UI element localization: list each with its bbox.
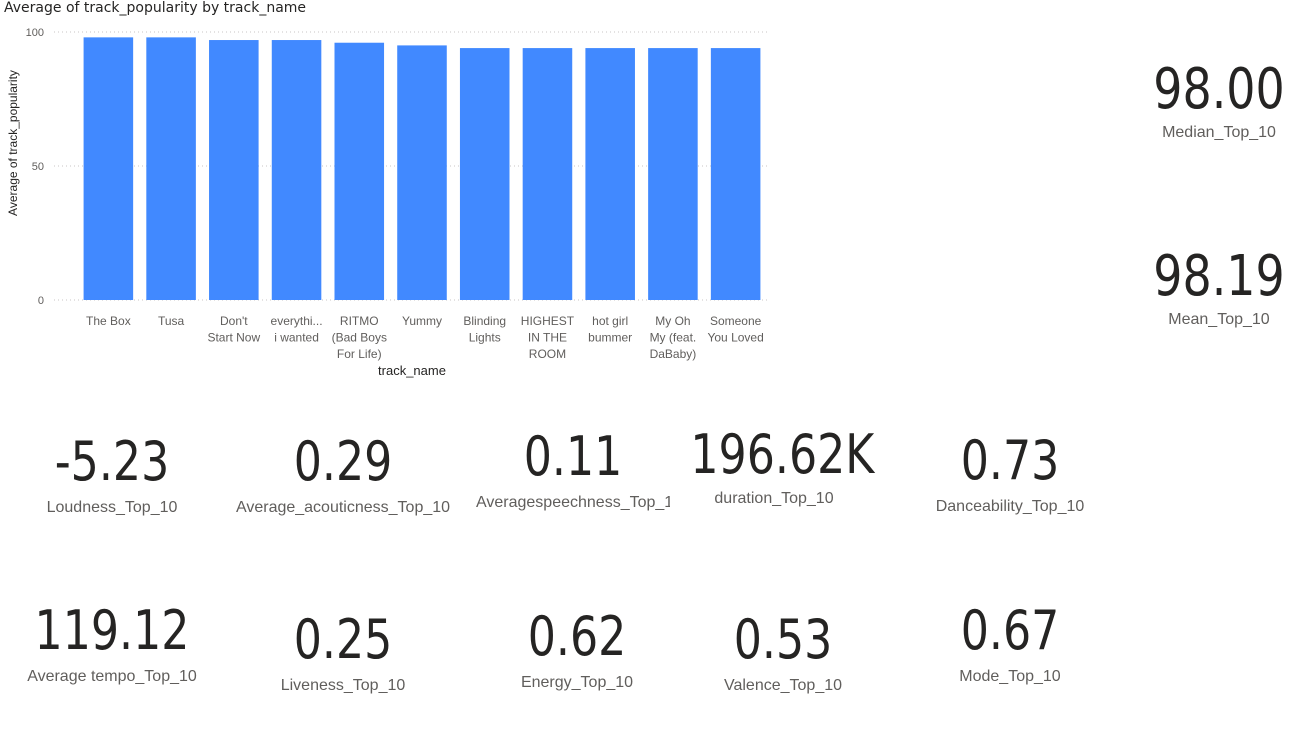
duration-label: duration_Top_10 — [714, 490, 834, 507]
x-tick-label: everythi... — [271, 314, 323, 328]
y-tick-label: 50 — [32, 161, 44, 173]
valence-label: Valence_Top_10 — [723, 677, 843, 694]
chart-title: Average of track_popularity by track_nam… — [4, 0, 307, 16]
duration-card: 196.62K duration_Top_10 — [672, 428, 876, 508]
x-tick-label: Start Now — [207, 331, 260, 345]
valence-card: 0.53 Valence_Top_10 — [683, 613, 883, 695]
x-axis-label: track_name — [378, 363, 446, 378]
energy-card: 0.62 Energy_Top_10 — [477, 610, 677, 692]
bar — [397, 45, 447, 301]
speechness-card: 0.11 Averagespeechness_Top_10 — [476, 430, 670, 512]
mode-value: 0.67 — [960, 599, 1060, 662]
danceability-label: Danceability_Top_10 — [935, 498, 1085, 515]
mean-label: Mean_Top_10 — [1168, 311, 1270, 328]
bar — [271, 40, 322, 300]
x-tick-label: Tusa — [158, 314, 185, 328]
energy-label: Energy_Top_10 — [520, 674, 634, 691]
speechness-value: 0.11 — [523, 425, 623, 488]
tempo-label: Average tempo_Top_10 — [27, 668, 197, 685]
bar — [334, 42, 385, 300]
x-tick-label: My (feat. — [650, 331, 697, 345]
valence-value: 0.53 — [733, 608, 833, 671]
x-tick-label: The Box — [86, 314, 131, 328]
x-tick-label: For Life) — [337, 347, 382, 361]
tempo-card: 119.12 Average tempo_Top_10 — [12, 604, 212, 686]
x-tick-label: i wanted — [274, 331, 319, 345]
median-label: Median_Top_10 — [1162, 124, 1276, 141]
x-tick-label: Yummy — [402, 314, 442, 328]
bar — [648, 48, 698, 300]
energy-value: 0.62 — [527, 605, 627, 668]
danceability-card: 0.73 Danceability_Top_10 — [910, 434, 1110, 516]
x-tick-label: RITMO — [340, 314, 379, 328]
x-tick-label: Lights — [469, 331, 501, 345]
bar-chart: 0 50 100 Average of track_popularity The Box… — [6, 27, 767, 378]
loudness-label: Loudness_Top_10 — [46, 499, 178, 516]
acousticness-card: 0.29 Average_acouticness_Top_10 — [232, 435, 454, 517]
x-tick-label: You Loved — [707, 331, 763, 345]
y-tick-label: 0 — [38, 295, 44, 307]
x-tick-label: Blinding — [463, 314, 506, 328]
speechness-label: Averagespeechness_Top_10 — [476, 494, 670, 511]
bar — [522, 48, 573, 300]
liveness-value: 0.25 — [293, 608, 393, 671]
x-tick-label: (Bad Boys — [332, 331, 387, 345]
bar — [710, 48, 761, 300]
x-tick-label: hot girl — [592, 314, 628, 328]
x-tick-label: My Oh — [655, 314, 690, 328]
bar — [459, 48, 510, 300]
y-axis-label: Average of track_popularity — [6, 70, 20, 216]
liveness-label: Liveness_Top_10 — [280, 677, 406, 694]
x-tick-label: HIGHEST — [521, 314, 575, 328]
loudness-card: -5.23 Loudness_Top_10 — [12, 435, 212, 517]
y-tick-label: 100 — [26, 27, 44, 39]
loudness-value: -5.23 — [54, 430, 170, 493]
x-tick-label: DaBaby) — [650, 347, 697, 361]
mean-card: 98.19 Mean_Top_10 — [1120, 249, 1313, 329]
bar — [146, 37, 196, 301]
x-tick-label: IN THE — [528, 331, 567, 345]
liveness-card: 0.25 Liveness_Top_10 — [243, 613, 443, 695]
mode-label: Mode_Top_10 — [959, 668, 1061, 685]
acousticness-value: 0.29 — [293, 430, 393, 493]
mode-card: 0.67 Mode_Top_10 — [910, 604, 1110, 686]
bar — [585, 48, 635, 300]
x-tick-label: ROOM — [529, 347, 566, 361]
acousticness-label: Average_acouticness_Top_10 — [235, 499, 451, 516]
bar — [83, 37, 134, 301]
bar — [209, 40, 259, 300]
danceability-value: 0.73 — [960, 429, 1060, 492]
mean-value: 98.19 — [1153, 244, 1285, 309]
x-tick-label: Don't — [220, 314, 248, 328]
x-tick-label: Someone — [710, 314, 762, 328]
duration-value: 196.62K — [690, 423, 875, 486]
tempo-value: 119.12 — [34, 599, 190, 662]
median-card: 98.00 Median_Top_10 — [1120, 62, 1313, 142]
median-value: 98.00 — [1153, 57, 1285, 122]
x-tick-label: bummer — [588, 331, 632, 345]
